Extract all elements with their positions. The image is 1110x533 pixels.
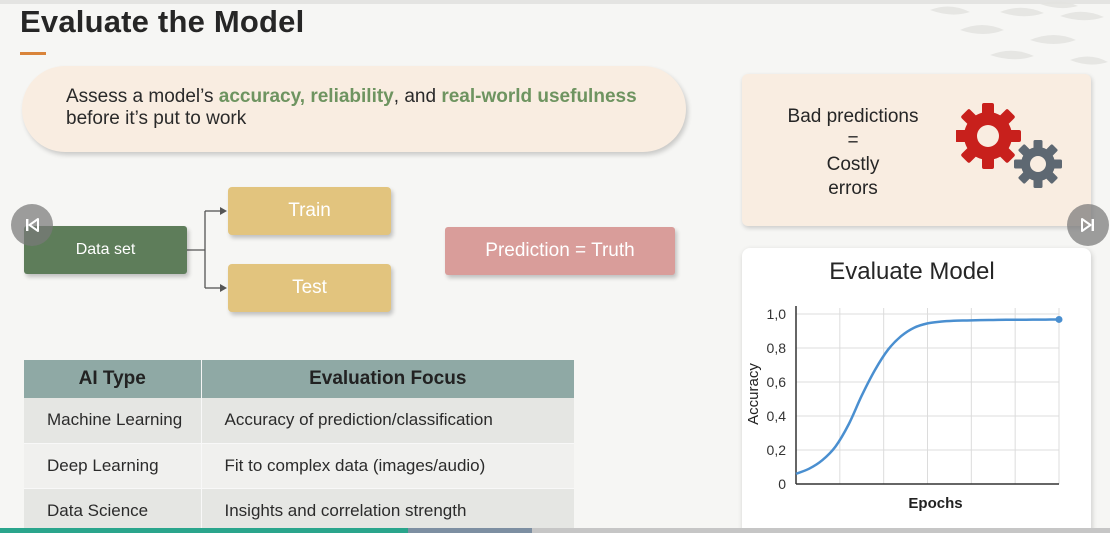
previous-slide-button[interactable] <box>11 204 53 246</box>
table-cell-focus: Fit to complex data (images/audio) <box>201 443 574 489</box>
slide-title: Evaluate the Model <box>20 4 305 39</box>
costly-line-3: Costly <box>826 154 880 175</box>
next-slide-button[interactable] <box>1067 204 1109 246</box>
y-tick-label: 0,8 <box>767 340 787 356</box>
table-cell-ai-type: Data Science <box>24 488 202 533</box>
table-cell-focus: Accuracy of prediction/classification <box>201 398 574 444</box>
y-tick-label: 0,6 <box>767 374 787 390</box>
table-cell-ai-type: Machine Learning <box>24 398 202 444</box>
table-cell-focus: Insights and correlation strength <box>201 488 574 533</box>
y-axis-label: Accuracy <box>745 363 762 425</box>
progress-bar-segment <box>532 528 1110 533</box>
corner-decoration <box>930 1 1108 65</box>
costly-errors-text: Bad predictions = Costly errors <box>764 105 942 201</box>
costly-errors-box: Bad predictions = Costly errors <box>742 74 1091 226</box>
accuracy-curve <box>795 318 1060 475</box>
skip-next-icon <box>1081 218 1094 232</box>
progress-bar-segment <box>408 528 532 533</box>
intro-highlight-accuracy: accuracy, reliability <box>218 86 394 107</box>
y-tick-label: 0 <box>778 476 786 492</box>
intro-line-1: Assess a model’s accuracy, reliability, … <box>66 86 686 108</box>
prediction-truth-node: Prediction = Truth <box>445 227 675 275</box>
table-header-ai-type: AI Type <box>24 360 202 398</box>
costly-line-1: Bad predictions <box>787 106 919 127</box>
x-axis-label: Epochs <box>908 495 962 512</box>
table-header-evaluation-focus: Evaluation Focus <box>201 360 574 398</box>
table-row: Deep Learning Fit to complex data (image… <box>24 443 574 489</box>
gear-icon <box>1014 140 1062 188</box>
costly-line-2: = <box>847 130 859 151</box>
top-strip <box>0 0 1110 4</box>
y-tick-label: 0,4 <box>767 408 787 424</box>
title-underline <box>20 52 46 55</box>
table-row: Data Science Insights and correlation st… <box>24 488 574 533</box>
gears-icon <box>956 103 1062 188</box>
progress-bar-segment <box>0 528 408 533</box>
ai-type-table: AI Type Evaluation Focus Machine Learnin… <box>24 360 574 533</box>
curve-endpoint <box>1055 315 1063 323</box>
test-node: Test <box>228 264 391 312</box>
table-header-row: AI Type Evaluation Focus <box>24 360 574 398</box>
flow-connector <box>187 207 227 292</box>
gear-icon <box>956 103 1021 169</box>
costly-line-4: errors <box>828 178 878 199</box>
evaluate-model-chart-card: Evaluate Model 0 0,2 0,4 0,6 0,8 1,0 Epochs Acc… <box>742 248 1091 533</box>
chart-title: Evaluate Model <box>829 258 995 285</box>
intro-text-start: Assess a model’s <box>66 86 219 107</box>
y-tick-label: 0,2 <box>767 442 787 458</box>
train-node: Train <box>228 187 391 235</box>
accuracy-chart: 0 0,2 0,4 0,6 0,8 1,0 Epochs Accuracy <box>745 306 1063 512</box>
intro-callout: Assess a model’s accuracy, reliability, … <box>22 66 686 152</box>
intro-line-2: before it’s put to work <box>66 108 247 129</box>
table-row: Machine Learning Accuracy of prediction/… <box>24 398 574 444</box>
table-cell-ai-type: Deep Learning <box>24 443 202 489</box>
dataset-node: Data set <box>24 226 187 274</box>
intro-text-middle: , and <box>393 86 442 107</box>
y-tick-label: 1,0 <box>767 306 787 322</box>
skip-previous-icon <box>26 218 39 232</box>
intro-highlight-usefulness: real-world usefulness <box>441 86 637 107</box>
